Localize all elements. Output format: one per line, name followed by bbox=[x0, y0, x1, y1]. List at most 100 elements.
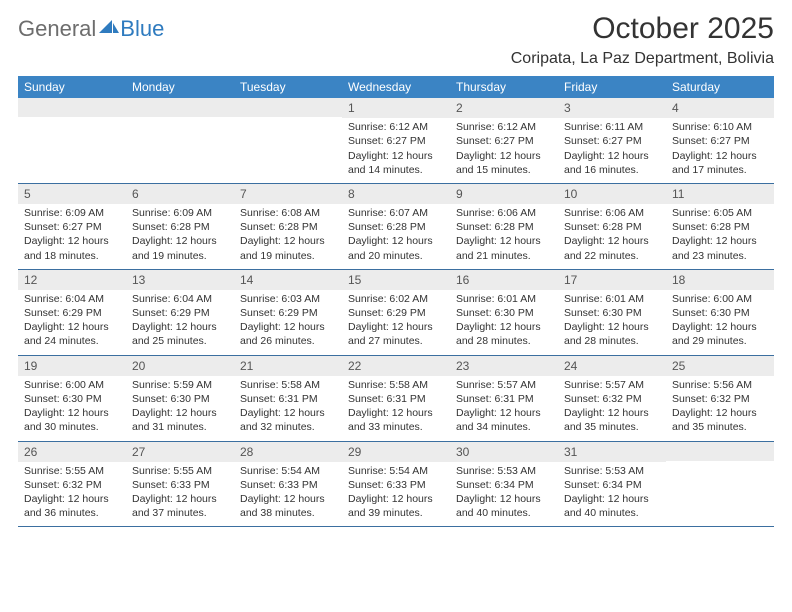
day-number: 21 bbox=[234, 356, 342, 376]
day-header: Monday bbox=[126, 76, 234, 98]
sunrise-text: Sunrise: 6:01 AM bbox=[564, 292, 660, 306]
daylight-text: Daylight: 12 hours and 40 minutes. bbox=[456, 492, 552, 520]
daylight-text: Daylight: 12 hours and 38 minutes. bbox=[240, 492, 336, 520]
sunrise-text: Sunrise: 5:58 AM bbox=[348, 378, 444, 392]
day-number: 30 bbox=[450, 442, 558, 462]
day-meta: Sunrise: 6:01 AMSunset: 6:30 PMDaylight:… bbox=[558, 290, 666, 355]
daylight-text: Daylight: 12 hours and 16 minutes. bbox=[564, 149, 660, 177]
day-number: 18 bbox=[666, 270, 774, 290]
sunset-text: Sunset: 6:29 PM bbox=[24, 306, 120, 320]
day-cell bbox=[126, 98, 234, 183]
day-meta: Sunrise: 6:10 AMSunset: 6:27 PMDaylight:… bbox=[666, 118, 774, 183]
day-meta: Sunrise: 6:03 AMSunset: 6:29 PMDaylight:… bbox=[234, 290, 342, 355]
daylight-text: Daylight: 12 hours and 21 minutes. bbox=[456, 234, 552, 262]
day-cell: 17Sunrise: 6:01 AMSunset: 6:30 PMDayligh… bbox=[558, 270, 666, 355]
sunset-text: Sunset: 6:27 PM bbox=[348, 134, 444, 148]
sunrise-text: Sunrise: 6:00 AM bbox=[24, 378, 120, 392]
daylight-text: Daylight: 12 hours and 14 minutes. bbox=[348, 149, 444, 177]
sunset-text: Sunset: 6:32 PM bbox=[24, 478, 120, 492]
day-number: 26 bbox=[18, 442, 126, 462]
day-cell: 4Sunrise: 6:10 AMSunset: 6:27 PMDaylight… bbox=[666, 98, 774, 183]
day-cell bbox=[234, 98, 342, 183]
day-meta: Sunrise: 5:57 AMSunset: 6:32 PMDaylight:… bbox=[558, 376, 666, 441]
day-meta: Sunrise: 6:02 AMSunset: 6:29 PMDaylight:… bbox=[342, 290, 450, 355]
day-number: 16 bbox=[450, 270, 558, 290]
daylight-text: Daylight: 12 hours and 28 minutes. bbox=[456, 320, 552, 348]
day-number bbox=[18, 98, 126, 117]
daylight-text: Daylight: 12 hours and 22 minutes. bbox=[564, 234, 660, 262]
day-cell: 3Sunrise: 6:11 AMSunset: 6:27 PMDaylight… bbox=[558, 98, 666, 183]
day-meta: Sunrise: 6:09 AMSunset: 6:28 PMDaylight:… bbox=[126, 204, 234, 269]
daylight-text: Daylight: 12 hours and 29 minutes. bbox=[672, 320, 768, 348]
day-number: 11 bbox=[666, 184, 774, 204]
sunset-text: Sunset: 6:33 PM bbox=[132, 478, 228, 492]
week-row: 19Sunrise: 6:00 AMSunset: 6:30 PMDayligh… bbox=[18, 356, 774, 442]
sunrise-text: Sunrise: 5:58 AM bbox=[240, 378, 336, 392]
sunrise-text: Sunrise: 6:04 AM bbox=[132, 292, 228, 306]
day-header: Friday bbox=[558, 76, 666, 98]
day-meta: Sunrise: 6:04 AMSunset: 6:29 PMDaylight:… bbox=[18, 290, 126, 355]
sunrise-text: Sunrise: 5:57 AM bbox=[456, 378, 552, 392]
sunset-text: Sunset: 6:28 PM bbox=[348, 220, 444, 234]
sunrise-text: Sunrise: 6:11 AM bbox=[564, 120, 660, 134]
day-number: 9 bbox=[450, 184, 558, 204]
sunrise-text: Sunrise: 6:09 AM bbox=[132, 206, 228, 220]
day-number: 8 bbox=[342, 184, 450, 204]
page-header: General Blue October 2025 Coripata, La P… bbox=[18, 12, 774, 68]
sunset-text: Sunset: 6:32 PM bbox=[672, 392, 768, 406]
sunrise-text: Sunrise: 6:12 AM bbox=[348, 120, 444, 134]
daylight-text: Daylight: 12 hours and 33 minutes. bbox=[348, 406, 444, 434]
day-number: 24 bbox=[558, 356, 666, 376]
day-meta: Sunrise: 6:01 AMSunset: 6:30 PMDaylight:… bbox=[450, 290, 558, 355]
sunrise-text: Sunrise: 5:55 AM bbox=[24, 464, 120, 478]
day-meta: Sunrise: 6:05 AMSunset: 6:28 PMDaylight:… bbox=[666, 204, 774, 269]
day-meta: Sunrise: 5:53 AMSunset: 6:34 PMDaylight:… bbox=[558, 462, 666, 527]
day-number: 23 bbox=[450, 356, 558, 376]
brand-word-blue: Blue bbox=[120, 16, 164, 42]
day-number: 31 bbox=[558, 442, 666, 462]
day-cell: 20Sunrise: 5:59 AMSunset: 6:30 PMDayligh… bbox=[126, 356, 234, 441]
brand-logo: General Blue bbox=[18, 16, 164, 42]
day-meta: Sunrise: 6:04 AMSunset: 6:29 PMDaylight:… bbox=[126, 290, 234, 355]
day-number: 17 bbox=[558, 270, 666, 290]
day-number bbox=[666, 442, 774, 461]
sunrise-text: Sunrise: 6:06 AM bbox=[456, 206, 552, 220]
day-number: 15 bbox=[342, 270, 450, 290]
sunrise-text: Sunrise: 5:56 AM bbox=[672, 378, 768, 392]
week-row: 12Sunrise: 6:04 AMSunset: 6:29 PMDayligh… bbox=[18, 270, 774, 356]
sunrise-text: Sunrise: 6:07 AM bbox=[348, 206, 444, 220]
day-cell: 30Sunrise: 5:53 AMSunset: 6:34 PMDayligh… bbox=[450, 442, 558, 527]
week-row: 26 Sunrise: 5:55 AMSunset: 6:32 PM Dayligh… bbox=[18, 442, 774, 528]
brand-word-general: General bbox=[18, 16, 96, 42]
day-meta: Sunrise: 5:58 AMSunset: 6:31 PMDaylight:… bbox=[342, 376, 450, 441]
day-cell: 2Sunrise: 6:12 AMSunset: 6:27 PMDaylight… bbox=[450, 98, 558, 183]
day-meta: Sunrise: 6:07 AMSunset: 6:28 PMDaylight:… bbox=[342, 204, 450, 269]
day-meta: Sunrise: 5:54 AMSunset: 6:33 PMDaylight:… bbox=[342, 462, 450, 527]
day-number: 5 bbox=[18, 184, 126, 204]
sunset-text: Sunset: 6:29 PM bbox=[132, 306, 228, 320]
title-block: October 2025 Coripata, La Paz Department… bbox=[511, 12, 774, 68]
day-header: Tuesday bbox=[234, 76, 342, 98]
sunrise-text: Sunrise: 6:10 AM bbox=[672, 120, 768, 134]
day-cell: 1Sunrise: 6:12 AMSunset: 6:27 PMDaylight… bbox=[342, 98, 450, 183]
sunset-text: Sunset: 6:34 PM bbox=[456, 478, 552, 492]
sunrise-text: Sunrise: 5:57 AM bbox=[564, 378, 660, 392]
day-number bbox=[234, 98, 342, 117]
day-meta: Sunrise: 6:08 AMSunset: 6:28 PMDaylight:… bbox=[234, 204, 342, 269]
sunset-text: Sunset: 6:34 PM bbox=[564, 478, 660, 492]
sunrise-text: Sunrise: 6:00 AM bbox=[672, 292, 768, 306]
daylight-text: Daylight: 12 hours and 32 minutes. bbox=[240, 406, 336, 434]
brand-sail-icon bbox=[98, 18, 120, 41]
sunset-text: Sunset: 6:31 PM bbox=[240, 392, 336, 406]
sunset-text: Sunset: 6:32 PM bbox=[564, 392, 660, 406]
day-cell: 13Sunrise: 6:04 AMSunset: 6:29 PMDayligh… bbox=[126, 270, 234, 355]
day-meta: Sunrise: 6:11 AMSunset: 6:27 PMDaylight:… bbox=[558, 118, 666, 183]
day-meta: Sunrise: 5:53 AMSunset: 6:34 PMDaylight:… bbox=[450, 462, 558, 527]
daylight-text: Daylight: 12 hours and 27 minutes. bbox=[348, 320, 444, 348]
day-number: 22 bbox=[342, 356, 450, 376]
day-number: 4 bbox=[666, 98, 774, 118]
sunrise-text: Sunrise: 5:59 AM bbox=[132, 378, 228, 392]
sunrise-text: Sunrise: 6:09 AM bbox=[24, 206, 120, 220]
day-cell: 22Sunrise: 5:58 AMSunset: 6:31 PMDayligh… bbox=[342, 356, 450, 441]
sunrise-text: Sunrise: 6:12 AM bbox=[456, 120, 552, 134]
